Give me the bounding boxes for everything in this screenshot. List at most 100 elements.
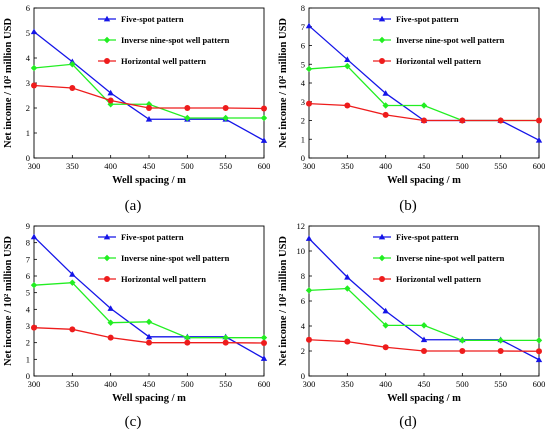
x-tick-label: 300: [303, 379, 316, 389]
y-tick-label: 1: [301, 134, 305, 144]
data-point-horizontal: [536, 117, 542, 124]
chart-panel-c: 0 1 2 3 4 5 6 7 8 9 300 350 400 450 500 550 600 Well spac…: [0, 218, 275, 436]
x-tick-label: 300: [303, 161, 316, 171]
data-point-horizontal: [306, 100, 312, 107]
data-point-inverse-nine-spot: [222, 114, 229, 122]
y-tick-label: 3: [26, 321, 30, 331]
x-tick-label: 350: [66, 161, 79, 171]
data-point-five-spot: [30, 233, 38, 240]
legend-label: Five-spot pattern: [396, 232, 459, 242]
data-point-horizontal: [497, 117, 504, 124]
data-point-inverse-nine-spot: [184, 334, 191, 341]
data-point-five-spot: [305, 235, 313, 241]
data-point-horizontal: [184, 339, 191, 346]
plot-frame: [33, 225, 265, 377]
legend-label: Inverse nine-spot well pattern: [121, 35, 230, 45]
data-point-horizontal: [69, 85, 76, 91]
x-tick-label: 300: [28, 161, 41, 171]
y-tick-label: 5: [26, 28, 30, 38]
data-point-horizontal: [261, 105, 267, 112]
data-point-five-spot: [420, 336, 428, 343]
data-point-five-spot: [382, 307, 389, 314]
data-point-horizontal: [107, 97, 114, 104]
legend-item-five-spot: Five-spot pattern: [373, 232, 459, 242]
y-axis-title: Net income / 10² million USD: [278, 18, 289, 148]
data-point-inverse-nine-spot: [459, 337, 466, 344]
y-tick-label: 4: [301, 321, 306, 331]
y-tick-label: 0: [301, 371, 305, 381]
legend-item-five-spot: Five-spot pattern: [373, 14, 459, 24]
data-point-five-spot: [107, 89, 114, 96]
x-axis-title: Well spacing / m: [112, 175, 186, 186]
data-point-inverse-nine-spot: [305, 65, 313, 73]
legend: Five-spot pattern Inverse nine-spot well …: [373, 232, 505, 284]
panel-label-a: (a): [124, 198, 142, 214]
data-point-inverse-nine-spot: [305, 287, 313, 294]
x-tick-label: 400: [104, 379, 117, 389]
y-tick-label: 1: [26, 354, 30, 364]
data-point-five-spot: [69, 271, 76, 277]
legend-item-horizontal: Horizontal well pattern: [373, 56, 481, 66]
y-tick-label: 5: [301, 59, 305, 69]
x-tick-label: 550: [494, 379, 507, 389]
x-tick-label: 350: [341, 379, 354, 389]
x-tick-label: 600: [258, 161, 271, 171]
x-tick-label: 350: [66, 379, 79, 389]
panel-label-d: (d): [399, 414, 417, 430]
data-point-inverse-nine-spot: [69, 279, 76, 286]
data-point-inverse-nine-spot: [344, 285, 351, 292]
x-tick-label: 400: [379, 379, 392, 389]
data-point-inverse-nine-spot: [69, 61, 76, 68]
x-tick-label: 450: [418, 161, 431, 171]
y-tick-label: 8: [301, 271, 305, 281]
line-chart-d: 0 2 4 6 8 10 12 300 350 400 450 500 550 600 Well spaci…: [278, 221, 546, 404]
y-tick-label: 4: [26, 304, 31, 314]
legend-marker: [103, 15, 111, 22]
y-tick-label: 0: [26, 153, 30, 163]
x-tick-label: 350: [341, 161, 354, 171]
data-point-horizontal: [107, 334, 114, 341]
x-tick-label: 600: [533, 379, 546, 389]
legend-marker: [379, 58, 385, 64]
x-tick-label: 600: [533, 161, 546, 171]
x-tick-label: 550: [494, 161, 507, 171]
legend-label: Inverse nine-spot well pattern: [121, 253, 230, 263]
data-point-inverse-nine-spot: [222, 334, 229, 341]
y-tick-label: 12: [297, 221, 306, 231]
data-point-horizontal: [146, 339, 152, 346]
series-inverse-nine-spot: [305, 285, 543, 344]
x-tick-label: 400: [379, 161, 392, 171]
legend-item-five-spot: Five-spot pattern: [98, 232, 184, 242]
data-point-horizontal: [459, 348, 466, 354]
legend-label: Horizontal well pattern: [396, 56, 481, 66]
legend: Five-spot pattern Inverse nine-spot well …: [373, 14, 505, 66]
data-point-horizontal: [31, 82, 37, 89]
x-tick-label: 300: [28, 379, 41, 389]
data-point-inverse-nine-spot: [260, 334, 268, 341]
data-point-inverse-nine-spot: [260, 114, 268, 122]
y-tick-label: 2: [26, 103, 30, 113]
data-point-horizontal: [69, 326, 76, 333]
legend-item-inverse-nine-spot: Inverse nine-spot well pattern: [373, 253, 505, 263]
y-tick-label: 0: [26, 371, 30, 381]
data-point-horizontal: [184, 105, 191, 111]
legend-label: Inverse nine-spot well pattern: [396, 35, 505, 45]
data-point-five-spot: [344, 274, 351, 280]
x-axis-title: Well spacing / m: [387, 175, 461, 186]
data-point-five-spot: [535, 356, 543, 363]
data-point-five-spot: [344, 56, 351, 62]
legend-label: Inverse nine-spot well pattern: [396, 253, 505, 263]
x-tick-label: 450: [418, 379, 431, 389]
x-tick-label: 500: [181, 161, 194, 171]
series-inverse-nine-spot: [30, 279, 268, 341]
data-point-horizontal: [146, 105, 152, 111]
legend-item-inverse-nine-spot: Inverse nine-spot well pattern: [98, 253, 230, 263]
y-tick-label: 8: [301, 3, 305, 13]
y-tick-label: 5: [26, 288, 30, 298]
chart-panel-d: 0 2 4 6 8 10 12 300 350 400 450 500 550 600 Well spaci…: [275, 218, 550, 436]
legend-item-horizontal: Horizontal well pattern: [373, 274, 481, 284]
legend-label: Horizontal well pattern: [121, 274, 206, 284]
legend-label: Horizontal well pattern: [121, 56, 206, 66]
legend: Five-spot pattern Inverse nine-spot well …: [98, 14, 230, 66]
legend-item-horizontal: Horizontal well pattern: [98, 56, 206, 66]
